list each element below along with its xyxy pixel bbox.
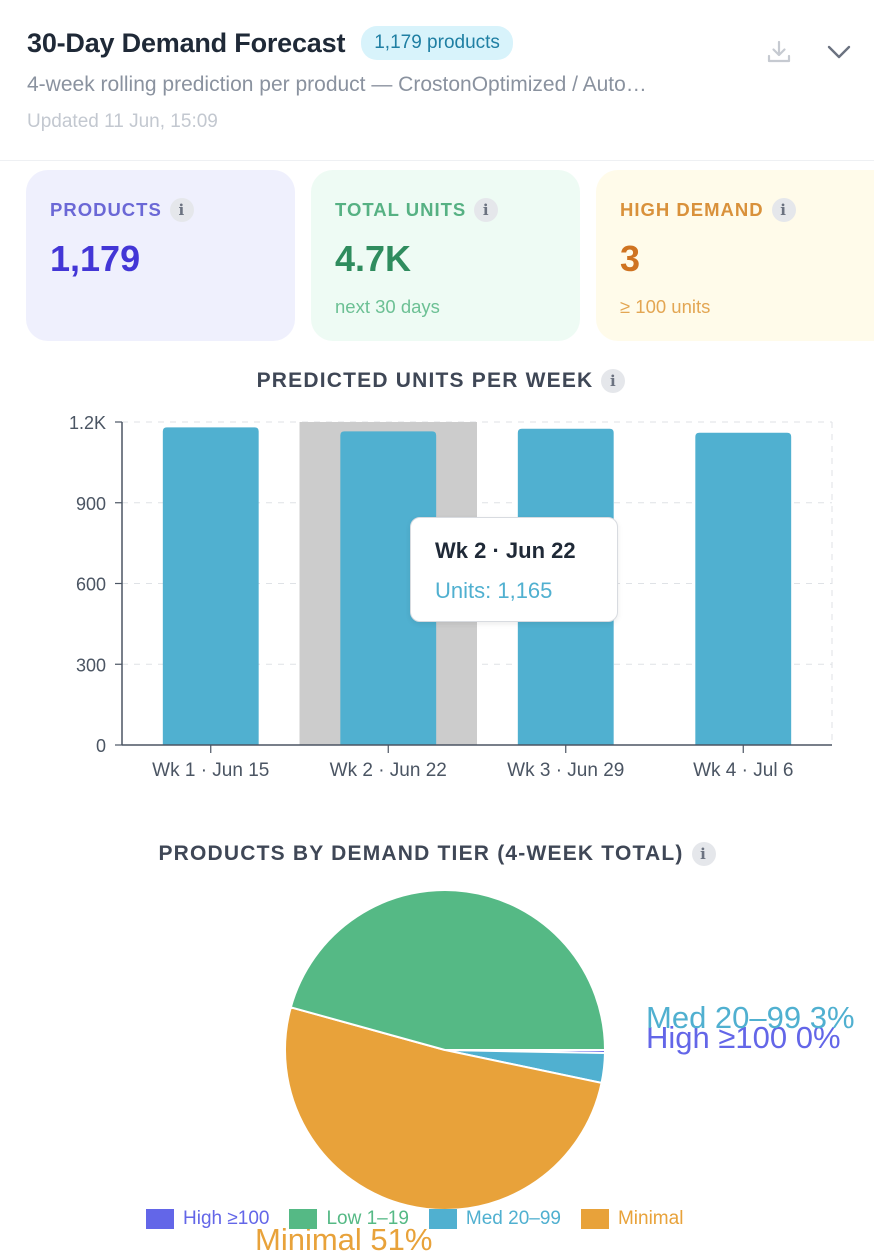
products-value: 1,179 [50,238,141,279]
y-tick-label: 0 [96,736,106,756]
high-demand-label: HIGH DEMAND [620,199,764,220]
x-tick-label: Wk 1 · Jun 15 [152,760,269,781]
legend-item-low[interactable]: Low 1–19 [289,1208,409,1230]
updated-timestamp: Updated 11 Jun, 15:09 [27,111,218,132]
legend-item-minimal[interactable]: Minimal [580,1208,684,1230]
pie-chart-title-row: PRODUCTS BY DEMAND TIER (4-WEEK TOTAL) i [0,842,874,866]
legend-swatch [428,1209,457,1229]
download-icon[interactable] [765,38,793,66]
total-units-value: 4.7K [335,238,412,279]
legend-label: Med 20–99 [465,1208,561,1229]
legend-label: Low 1–19 [326,1208,409,1229]
bar-chart-title-row: PREDICTED UNITS PER WEEK i [0,369,874,393]
legend-swatch [289,1209,318,1229]
total-units-sub: next 30 days [335,296,440,317]
bar [695,432,792,745]
products-stat-card: PRODUCTS i 1,179 [26,170,295,341]
tooltip-title: Wk 2 · Jun 22 [435,538,576,563]
y-tick-label: 300 [76,655,106,675]
pie-chart-title: PRODUCTS BY DEMAND TIER (4-WEEK TOTAL) [158,842,684,865]
bar-chart-title: PREDICTED UNITS PER WEEK [256,369,594,392]
x-tick-label: Wk 2 · Jun 22 [330,760,447,781]
legend-item-high[interactable]: High ≥100 [146,1208,269,1230]
info-icon[interactable]: i [474,198,499,222]
chevron-down-icon[interactable] [825,38,853,66]
x-tick-label: Wk 4 · Jul 6 [693,760,793,781]
legend-swatch [146,1209,174,1229]
pie-slice [284,1006,603,1211]
total-units-stat-card: TOTAL UNITS i 4.7K next 30 days [311,170,580,341]
title-row: 30-Day Demand Forecast 1,179 products [27,26,513,60]
y-tick-label: 900 [76,494,106,514]
pie-chart: High ≥100 0%Med 20–99 3% Minimal 51% [255,889,855,1252]
product-count-badge: 1,179 products [361,26,513,60]
high-demand-stat-card: HIGH DEMAND i 3 ≥ 100 units [596,170,874,341]
slice-label: High ≥100 0% [646,1020,841,1055]
pie-legend: High ≥100 Low 1–19 Med 20–99 Minimal [146,1208,703,1230]
widget-subtitle: 4-week rolling prediction per product — … [27,73,647,96]
legend-label: High ≥100 [183,1208,270,1229]
bar [162,427,259,745]
info-icon[interactable]: i [691,842,716,866]
info-icon[interactable]: i [601,369,626,393]
bar [340,431,437,745]
widget-title: 30-Day Demand Forecast [27,27,346,58]
legend-swatch [580,1209,609,1229]
y-tick-label: 1.2K [69,413,106,433]
chart-tooltip: Wk 2 · Jun 22 Units: 1,165 [410,517,618,622]
products-label: PRODUCTS [50,199,162,220]
slice-label: Med 20–99 3% [646,1000,855,1035]
high-demand-value: 3 [620,238,641,279]
slice-label: Minimal 51% [255,1222,432,1252]
legend-label: Minimal [617,1208,684,1229]
info-icon[interactable]: i [771,198,796,222]
total-units-label: TOTAL UNITS [335,199,467,220]
widget-header: 30-Day Demand Forecast 1,179 products 4-… [0,0,874,161]
high-demand-sub: ≥ 100 units [620,296,711,317]
tooltip-value: Units: 1,165 [435,578,553,603]
pie-slice [289,889,607,1051]
info-icon[interactable]: i [169,198,194,222]
x-tick-label: Wk 3 · Jun 29 [507,760,624,781]
legend-item-med[interactable]: Med 20–99 [428,1208,561,1230]
y-tick-label: 600 [76,575,106,595]
